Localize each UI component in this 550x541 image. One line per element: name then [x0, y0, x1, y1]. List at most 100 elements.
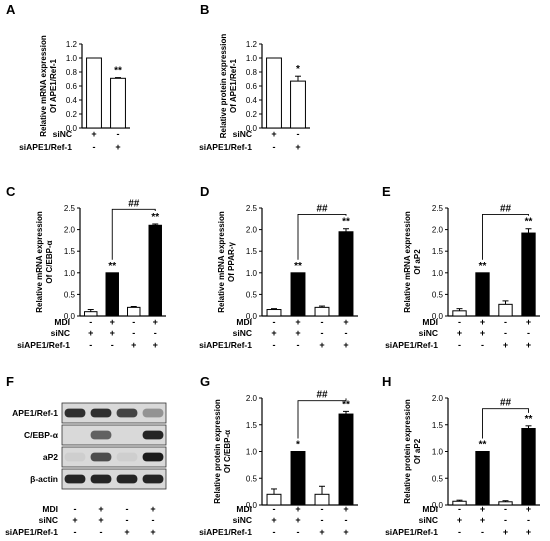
chart-panel-d: D 0.0 0.5 1.0 1.5 2.0 2.5 Relative mRNA express… [199, 184, 358, 350]
blot-strip [61, 468, 167, 490]
y-tick-label: 1.0 [246, 269, 258, 278]
condition-sign: - [458, 317, 461, 327]
condition-sign: - [89, 340, 92, 350]
condition-sign: - [297, 340, 300, 350]
condition-sign: - [89, 317, 92, 327]
significance-marker: ** [151, 212, 159, 223]
condition-sign: + [295, 328, 300, 338]
condition-sign: + [343, 527, 348, 537]
bracket-label: ## [500, 203, 512, 214]
y-tick-label: 1.2 [66, 40, 78, 49]
y-tick-label: 0.5 [246, 474, 258, 483]
blot-band [64, 408, 86, 418]
bar [521, 232, 536, 317]
y-tick-label: 0.0 [432, 312, 444, 321]
y-tick-label: 0.5 [432, 474, 444, 483]
y-tick-label: 1.0 [432, 448, 444, 457]
condition-sign: + [153, 317, 158, 327]
condition-sign: + [271, 129, 276, 139]
bar [105, 272, 119, 317]
bar [338, 231, 354, 317]
condition-sign: - [297, 129, 300, 139]
condition-sign: - [458, 504, 461, 514]
significance-marker: ** [479, 261, 487, 272]
bar [266, 57, 282, 129]
condition-sign: - [132, 328, 135, 338]
blot-row-label: APE1/Ref-1 [12, 408, 58, 418]
significance-marker: ** [342, 399, 350, 410]
condition-sign: - [93, 142, 96, 152]
panel-label-b: B [200, 2, 209, 17]
condition-sign: + [480, 328, 485, 338]
condition-sign: + [480, 504, 485, 514]
condition-label: siAPE1/Ref-1 [199, 527, 252, 537]
chart-panel-a: A 0.0 0.2 0.4 0.6 0.8 1.0 1.2 Relative mRNA expr… [6, 2, 130, 152]
y-axis-label: Of C/EBP-α [45, 240, 54, 283]
condition-sign: + [295, 504, 300, 514]
significance-marker: ** [114, 66, 122, 77]
y-tick-label: 0.0 [246, 501, 258, 510]
condition-sign: - [321, 317, 324, 327]
y-tick-label: 0.5 [246, 290, 258, 299]
condition-sign: + [526, 527, 531, 537]
condition-sign: - [504, 515, 507, 525]
panel-label-d: D [200, 184, 209, 199]
y-axis-label: Relative protein expression [213, 399, 222, 504]
y-tick-label: 2.0 [246, 226, 258, 235]
y-tick-label: 1.0 [432, 269, 444, 278]
blot-band [90, 430, 112, 440]
condition-sign: + [457, 515, 462, 525]
condition-sign: + [72, 515, 77, 525]
y-tick-label: 2.0 [432, 226, 444, 235]
y-axis-label: Relative mRNA expression [217, 211, 226, 313]
y-axis-label: Relative mRNA expression [35, 211, 44, 313]
condition-sign: - [527, 515, 530, 525]
bar [314, 306, 330, 317]
condition-sign: - [345, 328, 348, 338]
y-tick-label: 2.0 [64, 226, 76, 235]
y-tick-label: 0.5 [432, 290, 444, 299]
y-axis-label: Relative mRNA expression [403, 211, 412, 313]
chart-panel-h: H 0.0 0.5 1.0 1.5 2.0 Relative protein express… [382, 374, 540, 537]
y-tick-label: 0.0 [246, 124, 258, 133]
chart-panel-e: E 0.0 0.5 1.0 1.5 2.0 2.5 Relative mRNA express… [382, 184, 540, 350]
condition-label: MDI [422, 504, 438, 514]
panel-label-e: E [382, 184, 391, 199]
bar [452, 310, 467, 317]
condition-sign: + [110, 317, 115, 327]
condition-sign: - [126, 504, 129, 514]
y-tick-label: 0.2 [66, 110, 78, 119]
condition-sign: - [111, 340, 114, 350]
y-tick-label: 1.2 [246, 40, 258, 49]
condition-label: siAPE1/Ref-1 [199, 340, 252, 350]
condition-label: siAPE1/Ref-1 [5, 527, 58, 537]
condition-sign: + [295, 142, 300, 152]
condition-sign: - [74, 504, 77, 514]
condition-sign: + [98, 515, 103, 525]
condition-sign: - [481, 527, 484, 537]
blot-band [142, 430, 164, 440]
blot-band [64, 452, 86, 462]
bar [290, 272, 306, 317]
condition-sign: + [124, 527, 129, 537]
bar [127, 306, 141, 317]
condition-sign: + [110, 328, 115, 338]
blot-band [142, 408, 164, 418]
blot-strip [61, 424, 167, 446]
comparison-bracket [297, 398, 347, 439]
y-tick-label: 0.8 [246, 68, 258, 77]
condition-sign: - [297, 527, 300, 537]
blot-band [90, 452, 112, 462]
blot-strip [61, 402, 167, 424]
condition-sign: + [343, 340, 348, 350]
condition-label: MDI [236, 504, 252, 514]
condition-sign: + [131, 340, 136, 350]
panel-label-h: H [382, 374, 391, 389]
condition-sign: + [343, 504, 348, 514]
y-tick-label: 1.0 [246, 448, 258, 457]
condition-label: siNC [53, 129, 72, 139]
y-tick-label: 0.6 [246, 82, 258, 91]
condition-sign: - [132, 317, 135, 327]
condition-label: siNC [51, 328, 70, 338]
